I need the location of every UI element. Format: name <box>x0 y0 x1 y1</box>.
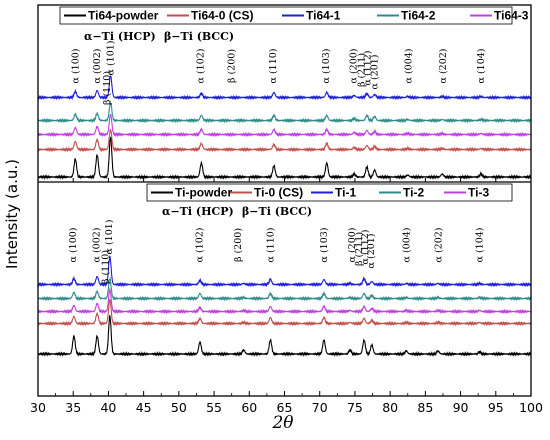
peak-label: α (102) <box>194 228 205 263</box>
peak-label: α (202) <box>438 49 449 84</box>
peak-label: β (200) <box>227 49 238 83</box>
pattern-lines <box>37 75 532 358</box>
plot-frame <box>37 4 532 397</box>
peak-label: α (112) <box>363 51 374 86</box>
peak-label: β (211) <box>356 53 367 87</box>
peak-label: α (200) <box>349 49 360 84</box>
chart-text: 30 35 40 45 50 55 60 65 70 75 80 85 90 95 100 Ti64-powd… <box>30 6 543 415</box>
peak-label: α (100) <box>68 228 79 263</box>
x-tick-label: 55 <box>206 400 222 415</box>
legend-label: Ti-3 <box>468 186 489 200</box>
peak-label: α (004) <box>404 49 415 84</box>
legend-label: Ti64-0 (CS) <box>191 9 253 23</box>
phase-label: β−Ti (BCC) <box>164 30 234 43</box>
peak-label: α (112) <box>360 230 371 265</box>
peak-label: α (103) <box>319 228 330 263</box>
phase-label: α−Ti (HCP) <box>162 205 234 218</box>
x-tick-label: 60 <box>241 400 257 415</box>
pattern-line-ti-3 <box>37 287 532 315</box>
legend-label: Ti-1 <box>335 186 356 200</box>
peak-label: β (110) <box>101 250 112 284</box>
peak-label: α (101) <box>106 41 117 76</box>
pattern-line-ti-powder <box>37 315 532 358</box>
phase-label: α−Ti (HCP) <box>84 30 156 43</box>
x-tick-label: 65 <box>277 400 293 415</box>
pattern-line-ti64-3 <box>37 113 532 138</box>
peak-label: α (202) <box>434 228 445 263</box>
pattern-line-ti-1 <box>37 255 532 288</box>
legend-label: Ti64-1 <box>306 9 341 23</box>
pattern-line-ti-0-cs- <box>37 298 532 327</box>
x-tick-label: 100 <box>519 400 543 415</box>
peak-label: β (211) <box>354 232 365 266</box>
peak-label: β (110) <box>102 71 113 105</box>
pattern-line-ti64-0-cs- <box>37 129 532 153</box>
legend-label: Ti-0 (CS) <box>254 186 303 200</box>
peak-label: α (100) <box>70 49 81 84</box>
x-tick-label: 95 <box>488 400 504 415</box>
peak-label: β (200) <box>233 228 244 262</box>
x-tick-label: 40 <box>100 400 116 415</box>
x-tick-label: 85 <box>417 400 433 415</box>
x-tick-label: 80 <box>382 400 398 415</box>
legend-label: Ti-2 <box>403 186 424 200</box>
pattern-line-ti64-powder <box>37 136 532 181</box>
peak-label: α (004) <box>401 228 412 263</box>
pattern-line-ti64-2 <box>37 100 532 124</box>
y-axis-title: Intensity (a.u.) <box>3 159 21 269</box>
peak-label: α (200) <box>347 228 358 263</box>
pattern-line-ti64-1 <box>37 75 532 101</box>
peak-label: α (102) <box>196 49 207 84</box>
x-tick-label: 45 <box>136 400 152 415</box>
phase-label: β−Ti (BCC) <box>242 205 312 218</box>
peak-label: α (201) <box>370 55 381 90</box>
x-tick-label: 90 <box>453 400 469 415</box>
legend-label: Ti64-powder <box>88 9 159 23</box>
x-tick-label: 50 <box>171 400 187 415</box>
pattern-line-ti-2 <box>37 276 532 302</box>
peak-label: α (110) <box>265 228 276 263</box>
x-tick-label: 75 <box>347 400 363 415</box>
peak-label: α (104) <box>475 228 486 263</box>
legend-label: Ti-powder <box>175 186 232 200</box>
peak-label: α (002) <box>92 228 103 263</box>
peak-label: α (110) <box>268 49 279 84</box>
x-tick-label: 35 <box>65 400 81 415</box>
x-tick-label: 30 <box>30 400 46 415</box>
peak-label: α (104) <box>476 49 487 84</box>
peak-label: α (103) <box>321 49 332 84</box>
legend-label: Ti64-2 <box>401 9 436 23</box>
legend-label: Ti64-3 <box>494 9 529 23</box>
x-axis-title: 2θ <box>271 413 293 433</box>
peak-label: α (002) <box>92 49 103 84</box>
peak-label: α (101) <box>104 220 115 255</box>
x-tick-label: 70 <box>312 400 328 415</box>
peak-label: α (201) <box>366 234 377 269</box>
